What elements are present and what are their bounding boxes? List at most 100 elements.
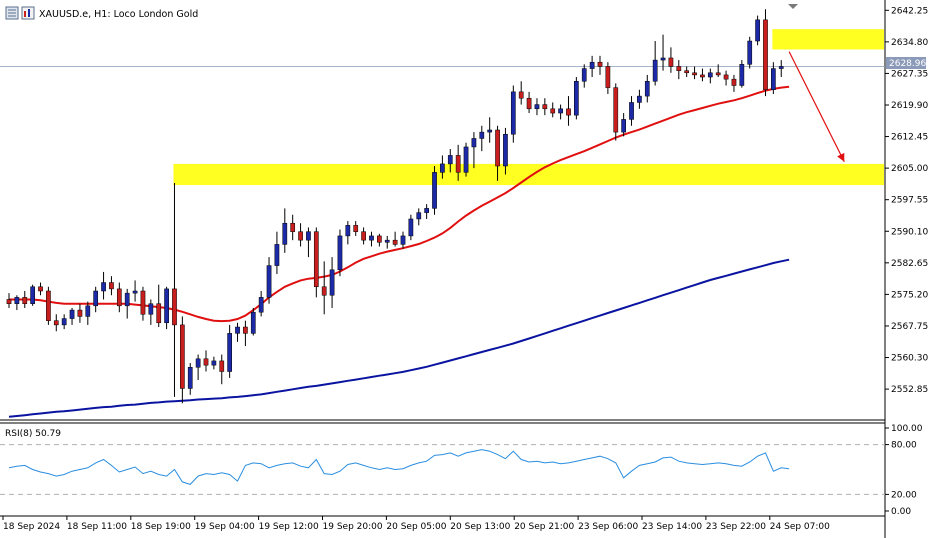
shift-marker-icon	[788, 4, 798, 9]
forecast-arrow-head	[837, 152, 845, 162]
candle-body	[668, 57, 674, 67]
price-tick-label: 2575.20	[891, 290, 928, 300]
candle-body	[321, 286, 327, 296]
candle-body	[290, 222, 296, 232]
candle-body	[140, 290, 146, 315]
candle-body	[69, 309, 75, 319]
candle-body	[739, 64, 745, 86]
candle-body	[715, 72, 721, 76]
rsi-tick-label: 100.00	[891, 424, 923, 434]
candle-body	[243, 326, 248, 334]
time-tick-label: 19 Sep 20:00	[323, 522, 383, 532]
price-tick-label: 2627.35	[891, 69, 928, 79]
ma-slow-line	[8, 258, 790, 418]
rsi-line	[8, 449, 790, 485]
candle-body	[282, 222, 288, 245]
candle-body	[542, 104, 548, 110]
time-tick-label: 20 Sep 13:00	[450, 522, 510, 532]
candle-body	[637, 95, 642, 103]
candle-body	[93, 290, 99, 307]
current-price-tag	[886, 57, 926, 69]
time-tick-label: 20 Sep 05:00	[386, 522, 446, 532]
candle-body	[558, 108, 563, 114]
candle-body	[455, 155, 461, 173]
candle-body	[329, 269, 335, 296]
candle-body	[30, 286, 35, 304]
zones-layer	[173, 29, 885, 186]
candle-body	[353, 225, 359, 232]
candle-body	[187, 367, 193, 389]
candle-body	[195, 358, 201, 368]
candle-body	[755, 19, 760, 42]
axis-layer: 2642.25 2634.80 2627.35 2619.90 2612.45 2605.…	[2, 6, 928, 532]
candle-body	[235, 326, 240, 334]
candle-body	[629, 102, 634, 120]
candle-body	[550, 108, 556, 114]
candle-body	[14, 297, 20, 304]
time-tick-label: 23 Sep 22:00	[706, 522, 766, 532]
candle-body	[574, 81, 579, 116]
candle-body	[61, 318, 67, 326]
time-tick-label: 19 Sep 04:00	[195, 522, 255, 532]
candle-body	[605, 66, 611, 88]
rsi-layer	[0, 444, 885, 495]
price-tick-label: 2590.10	[891, 227, 928, 237]
candle-body	[22, 297, 28, 304]
price-tick-label: 2582.65	[891, 259, 928, 269]
candle-body	[219, 360, 225, 372]
candle-body	[266, 265, 272, 298]
candle-body	[258, 297, 264, 313]
forecast-arrow-line	[788, 51, 845, 163]
rsi-tick-label: 0.00	[891, 507, 911, 517]
candle-body	[723, 74, 729, 80]
price-tick-label: 2634.80	[891, 38, 928, 48]
candle-body	[495, 129, 500, 167]
price-tick-label: 2597.55	[891, 196, 928, 206]
candle-body	[510, 91, 516, 135]
chart-bars-icon[interactable]	[21, 6, 35, 20]
candle-body	[400, 235, 406, 245]
candle-body	[101, 282, 106, 292]
candle-body	[652, 59, 658, 82]
candle-body	[306, 231, 311, 241]
window-menu-icon[interactable]	[5, 6, 19, 20]
candle-body	[503, 133, 508, 167]
candle-body	[676, 66, 682, 71]
candle-body	[274, 244, 280, 266]
time-tick-label: 23 Sep 06:00	[578, 522, 638, 532]
candle-body	[447, 155, 453, 165]
time-tick-label: 18 Sep 2024	[3, 522, 60, 532]
candle-body	[38, 286, 43, 292]
candle-body	[566, 108, 571, 116]
candle-body	[369, 235, 374, 241]
price-tick-label: 2552.85	[891, 385, 928, 395]
candle-body	[377, 235, 382, 243]
ma-layer	[8, 85, 790, 418]
candle-body	[778, 66, 784, 69]
candle-body	[361, 231, 366, 241]
candle-body	[440, 163, 445, 173]
candle-body	[487, 129, 493, 133]
candle-body	[771, 68, 776, 90]
candle-body	[432, 172, 437, 209]
candle-body	[116, 288, 122, 307]
candle-body	[692, 72, 697, 76]
candle-body	[337, 235, 343, 271]
candle-body	[707, 72, 713, 78]
rsi-tick-label: 20.00	[891, 490, 917, 500]
time-tick-label: 18 Sep 11:00	[67, 522, 127, 532]
candle-body	[85, 305, 91, 317]
candle-body	[479, 131, 485, 139]
candle-body	[534, 104, 540, 110]
candle-body	[731, 78, 737, 86]
candle-layer	[6, 9, 784, 404]
price-tick-label: 2619.90	[891, 101, 928, 111]
candle-body	[53, 320, 59, 326]
price-tick-label: 2567.75	[891, 322, 928, 332]
candle-body	[621, 119, 626, 133]
candle-body	[684, 70, 690, 74]
candle-body	[463, 146, 469, 173]
candle-body	[109, 282, 114, 290]
